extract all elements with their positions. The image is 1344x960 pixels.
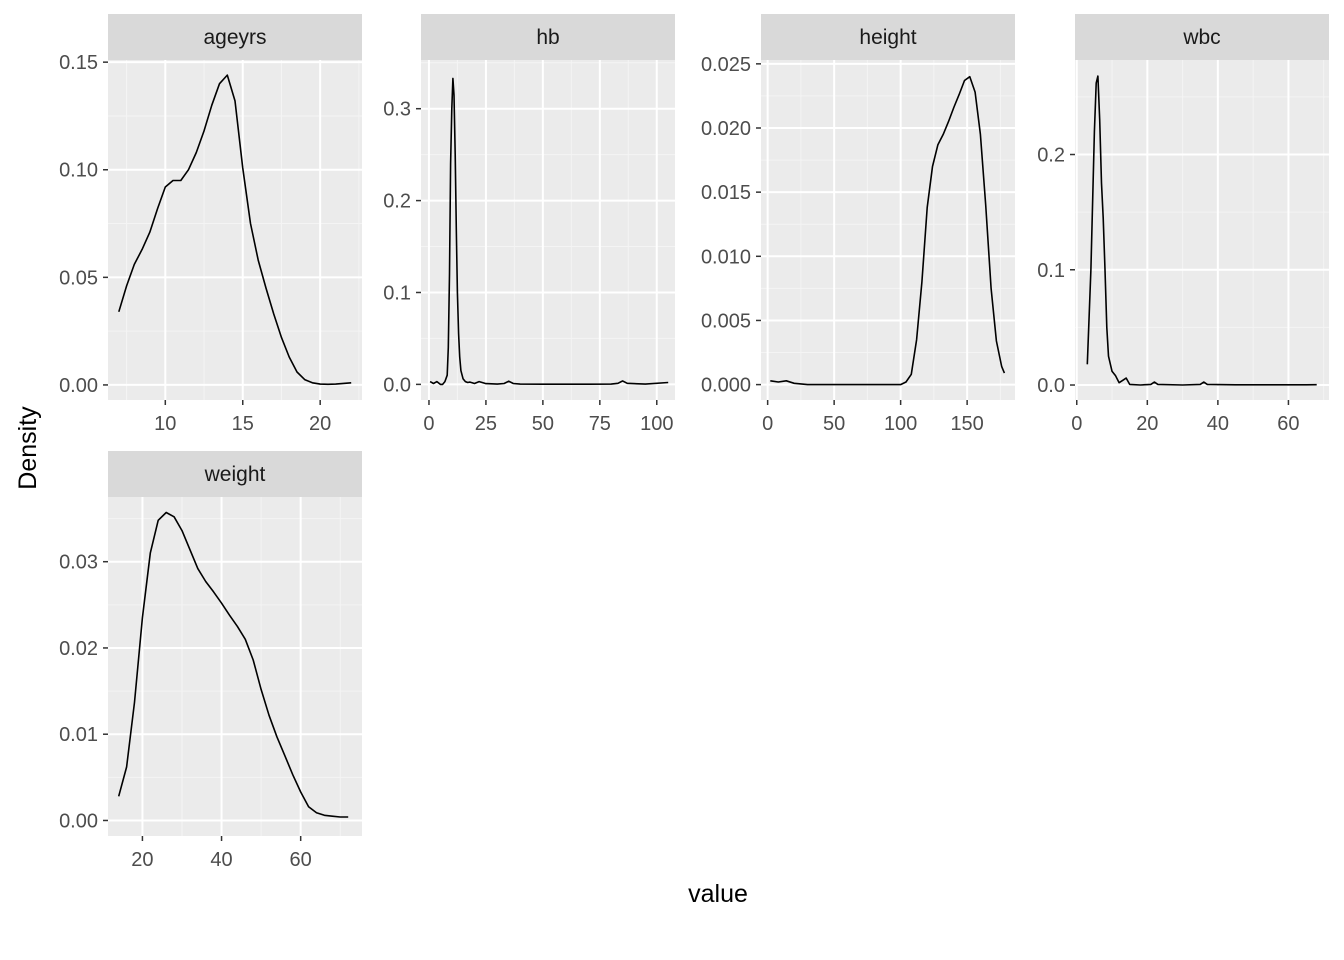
x-tick-label: 60 [1277, 413, 1299, 435]
facet-strip [1075, 14, 1329, 60]
x-axis-title: value [688, 880, 748, 908]
x-tick-label: 25 [475, 413, 497, 435]
facet-strip [761, 14, 1015, 60]
x-tick-label: 20 [309, 413, 331, 435]
facet-strip [108, 451, 362, 497]
y-axis-title: Density [14, 406, 42, 490]
y-tick-label: 0.15 [59, 52, 98, 74]
facet-strip-label: height [859, 26, 916, 49]
x-tick-label: 0 [423, 413, 434, 435]
facet-strip-label: weight [204, 463, 266, 486]
panel-background [1075, 60, 1329, 400]
panel-background [761, 60, 1015, 400]
x-tick-label: 50 [532, 413, 554, 435]
density-line-weight [117, 511, 349, 818]
panel-background [108, 497, 362, 836]
y-tick-label: 0.010 [701, 246, 751, 268]
y-tick-label: 0.1 [1037, 260, 1065, 282]
panel-background [108, 60, 362, 400]
y-tick-label: 0.01 [59, 724, 98, 746]
y-tick-label: 0.0 [383, 374, 411, 396]
density-line-height [770, 75, 1006, 386]
x-tick-label: 40 [210, 849, 232, 871]
x-tick-label: 20 [1136, 413, 1158, 435]
facet-strip-label: wbc [1182, 26, 1220, 49]
y-tick-label: 0.00 [59, 375, 98, 397]
facet-weight: weight 20 40 60 0.00 0.01 0.02 0.03 [59, 451, 362, 871]
facet-strip [421, 14, 675, 60]
density-line-wbc [1086, 75, 1317, 386]
x-tick-label: 0 [1071, 413, 1082, 435]
density-line-ageyrs [118, 74, 352, 386]
x-tick-label: 10 [154, 413, 176, 435]
y-tick-label: 0.005 [701, 310, 751, 332]
x-tick-label: 15 [232, 413, 254, 435]
facet-strip-label: ageyrs [203, 26, 266, 49]
y-tick-label: 0.05 [59, 267, 98, 289]
y-tick-label: 0.00 [59, 810, 98, 832]
facet-height: height 0 50 100 150 0.000 0.005 0.010 0.015 0.020… [701, 14, 1015, 435]
x-tick-label: 60 [290, 849, 312, 871]
y-tick-label: 0.3 [383, 99, 411, 121]
x-tick-label: 150 [950, 413, 983, 435]
y-tick-label: 0.03 [59, 552, 98, 574]
facet-strip [108, 14, 362, 60]
y-tick-label: 0.025 [701, 54, 751, 76]
y-tick-label: 0.000 [701, 375, 751, 397]
y-tick-label: 0.015 [701, 182, 751, 204]
density-line-hb [429, 77, 669, 386]
y-tick-label: 0.10 [59, 160, 98, 182]
facet-wbc: wbc 0 20 40 60 0.0 0.1 0.2 [1037, 14, 1329, 435]
facet-hb: hb 0 25 50 75 100 0.0 0.1 0.2 0.3 [383, 14, 675, 435]
x-tick-label: 20 [131, 849, 153, 871]
x-tick-label: 100 [640, 413, 673, 435]
facet-strip-label: hb [536, 26, 559, 49]
y-tick-label: 0.1 [383, 282, 411, 304]
x-tick-label: 40 [1207, 413, 1229, 435]
panel-background [421, 60, 675, 400]
y-tick-label: 0.2 [383, 191, 411, 213]
y-tick-label: 0.2 [1037, 145, 1065, 167]
x-tick-label: 75 [589, 413, 611, 435]
y-tick-label: 0.020 [701, 118, 751, 140]
x-tick-label: 0 [762, 413, 773, 435]
facet-ageyrs: ageyrs 10 15 20 0.00 0.05 0.10 0.15 [59, 14, 362, 435]
x-tick-label: 50 [823, 413, 845, 435]
y-tick-label: 0.0 [1037, 375, 1065, 397]
x-tick-label: 100 [884, 413, 917, 435]
y-tick-label: 0.02 [59, 638, 98, 660]
